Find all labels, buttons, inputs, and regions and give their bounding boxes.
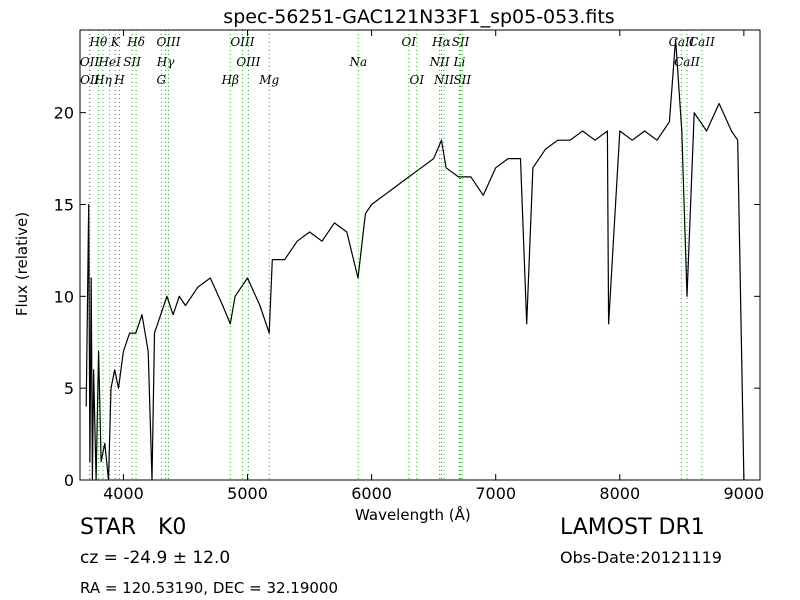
spectral-line-label: OII (80, 73, 100, 87)
y-tick-label: 20 (54, 104, 74, 123)
plot-frame (79, 29, 761, 481)
spectral-line-label: OIII (236, 55, 260, 69)
chart-title: spec-56251-GAC121N33F1_sp05-053.fits (223, 6, 615, 28)
spectral-line-label: OIII (230, 35, 254, 49)
spectral-line-label: NII (433, 73, 454, 87)
spectral-line-label: Li (453, 55, 466, 69)
spectral-line-label: Hη (93, 73, 112, 87)
coordinates-text: RA = 120.53190, DEC = 32.19000 (80, 579, 339, 597)
x-tick-label: 7000 (475, 484, 516, 503)
x-tick-label: 8000 (599, 484, 640, 503)
spectral-line-label: CaII (674, 55, 700, 69)
x-axis-label: Wavelength (Å) (355, 506, 471, 524)
object-subclass: K0 (158, 515, 187, 540)
spectral-line-label: Hγ (156, 55, 175, 69)
spectral-line-label: OI (409, 73, 424, 87)
spectral-line-label: SII (123, 55, 141, 69)
x-tick-label: 9000 (724, 484, 765, 503)
y-tick-label: 15 (54, 195, 74, 214)
y-tick-label: 0 (64, 471, 74, 490)
x-tick-label: 5000 (227, 484, 268, 503)
spectral-line-label: Hα (431, 35, 451, 49)
spectral-line-label: HeI (98, 55, 122, 69)
spectrum-line (85, 38, 745, 481)
spectral-line-label: SII (453, 73, 471, 87)
spectral-line-label: OIII (156, 35, 180, 49)
observation-date: Obs-Date:20121119 (560, 548, 722, 567)
spectral-line-label: Hβ (221, 73, 239, 87)
object-class: STAR (80, 515, 137, 540)
spectral-line-label: Mg (258, 73, 279, 87)
spectral-line-label: Hθ (89, 35, 108, 49)
y-tick-label: 10 (54, 287, 74, 306)
x-tick-label: 6000 (351, 484, 392, 503)
spectral-line-label: OI (402, 35, 417, 49)
spectral-line-label: G (156, 73, 166, 87)
spectral-line-label: Na (349, 55, 368, 69)
survey-name: LAMOST DR1 (560, 515, 705, 540)
x-tick-label: 4000 (103, 484, 144, 503)
spectral-line-label: NII (429, 55, 450, 69)
spectral-line-label: SII (452, 35, 470, 49)
y-tick-label: 5 (64, 379, 74, 398)
redshift-text: cz = -24.9 ± 12.0 (80, 548, 231, 568)
spectral-line-label: Hδ (126, 35, 145, 49)
spectral-line-label: CaII (689, 35, 715, 49)
spectral-line-label: K (110, 35, 121, 49)
spectral-line-label: H (113, 73, 125, 87)
y-axis-label-text: Flux (relative) (13, 211, 31, 317)
